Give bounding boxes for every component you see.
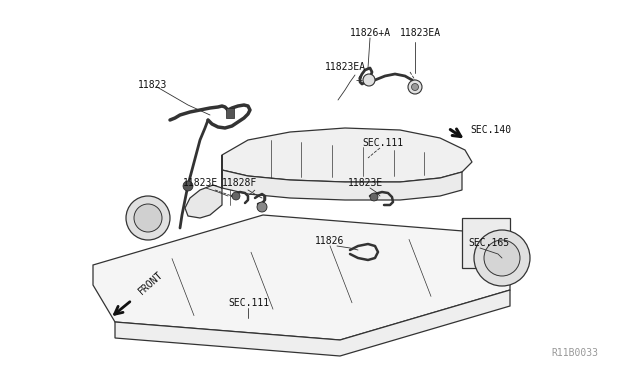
Polygon shape xyxy=(185,155,222,218)
Text: 11823: 11823 xyxy=(138,80,168,90)
Circle shape xyxy=(408,80,422,94)
Text: 11823E: 11823E xyxy=(183,178,218,188)
Text: SEC.111: SEC.111 xyxy=(362,138,403,148)
Text: R11B0033: R11B0033 xyxy=(551,348,598,358)
Text: 11823EA: 11823EA xyxy=(325,62,366,72)
Polygon shape xyxy=(222,170,462,200)
Circle shape xyxy=(363,74,375,86)
Text: 11828F: 11828F xyxy=(222,178,257,188)
Text: 11826: 11826 xyxy=(315,236,344,246)
Circle shape xyxy=(412,83,419,90)
Polygon shape xyxy=(93,215,510,340)
Polygon shape xyxy=(462,218,510,268)
Text: 11826+A: 11826+A xyxy=(350,28,391,38)
Circle shape xyxy=(370,193,378,201)
Circle shape xyxy=(134,204,162,232)
Bar xyxy=(226,108,234,118)
Circle shape xyxy=(126,196,170,240)
Circle shape xyxy=(474,230,530,286)
Text: SEC.140: SEC.140 xyxy=(470,125,511,135)
Text: 11823E: 11823E xyxy=(348,178,383,188)
Text: SEC.111: SEC.111 xyxy=(228,298,269,308)
Circle shape xyxy=(232,192,240,200)
Circle shape xyxy=(183,181,193,191)
Circle shape xyxy=(484,240,520,276)
Text: 11823EA: 11823EA xyxy=(400,28,441,38)
Circle shape xyxy=(257,202,267,212)
Text: FRONT: FRONT xyxy=(137,269,166,296)
Text: SEC.165: SEC.165 xyxy=(468,238,509,248)
Polygon shape xyxy=(222,128,472,182)
Polygon shape xyxy=(115,290,510,356)
